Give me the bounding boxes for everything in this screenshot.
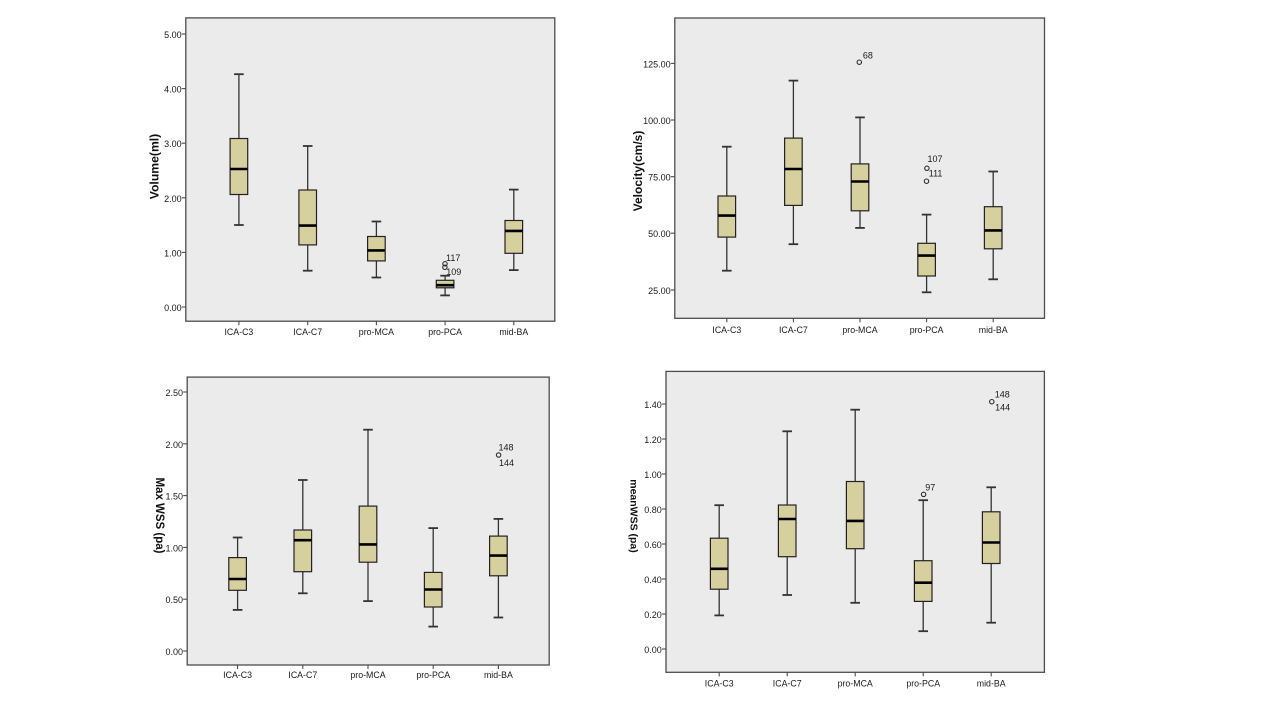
svg-text:107: 107 — [927, 154, 942, 164]
svg-text:2.00: 2.00 — [164, 194, 182, 204]
svg-text:pro-MCA: pro-MCA — [359, 327, 394, 337]
svg-text:Velocity(cm/s): Velocity(cm/s) — [631, 131, 645, 212]
svg-text:mid-BA: mid-BA — [499, 327, 528, 337]
svg-text:0.40: 0.40 — [644, 575, 662, 585]
svg-text:1.50: 1.50 — [165, 492, 183, 502]
svg-text:100.00: 100.00 — [643, 116, 671, 126]
svg-text:2.00: 2.00 — [165, 440, 183, 450]
svg-text:mid-BA: mid-BA — [977, 678, 1006, 688]
svg-text:0.50: 0.50 — [165, 595, 183, 605]
svg-text:144: 144 — [995, 403, 1010, 413]
svg-text:ICA-C3: ICA-C3 — [224, 327, 253, 337]
svg-text:3.00: 3.00 — [164, 139, 182, 149]
svg-text:pro-PCA: pro-PCA — [910, 325, 944, 335]
svg-text:pro-MCA: pro-MCA — [350, 670, 385, 680]
svg-text:75.00: 75.00 — [648, 173, 671, 183]
svg-text:68: 68 — [863, 50, 873, 60]
svg-text:50.00: 50.00 — [648, 229, 671, 239]
svg-text:97: 97 — [925, 483, 935, 493]
svg-text:5.00: 5.00 — [164, 30, 182, 40]
svg-text:1.00: 1.00 — [644, 470, 662, 480]
svg-text:0.60: 0.60 — [644, 540, 662, 550]
svg-text:ICA-C7: ICA-C7 — [288, 670, 317, 680]
svg-text:ICA-C3: ICA-C3 — [712, 325, 741, 335]
svg-text:4.00: 4.00 — [164, 85, 182, 95]
svg-text:pro-PCA: pro-PCA — [416, 670, 450, 680]
svg-text:0.00: 0.00 — [644, 645, 662, 655]
svg-text:mid-BA: mid-BA — [484, 670, 513, 680]
svg-text:109: 109 — [446, 267, 461, 277]
svg-text:0.20: 0.20 — [644, 610, 662, 620]
svg-text:Max WSS (pa): Max WSS (pa) — [153, 477, 165, 553]
svg-text:pro-PCA: pro-PCA — [906, 678, 940, 688]
svg-text:0.00: 0.00 — [164, 303, 182, 313]
svg-text:148: 148 — [995, 390, 1010, 400]
svg-text:125.00: 125.00 — [643, 59, 671, 69]
svg-text:pro-MCA: pro-MCA — [838, 678, 873, 688]
svg-text:meanWSS (pa): meanWSS (pa) — [628, 479, 640, 553]
svg-text:1.40: 1.40 — [644, 400, 662, 410]
svg-text:111: 111 — [929, 169, 943, 179]
svg-text:pro-MCA: pro-MCA — [842, 325, 877, 335]
svg-text:mid-BA: mid-BA — [979, 325, 1008, 335]
svg-text:Volume(ml): Volume(ml) — [148, 134, 162, 199]
svg-text:148: 148 — [498, 442, 513, 452]
svg-text:pro-PCA: pro-PCA — [428, 327, 462, 337]
svg-text:25.00: 25.00 — [648, 286, 671, 296]
svg-text:ICA-C7: ICA-C7 — [779, 325, 808, 335]
svg-text:0.80: 0.80 — [644, 505, 662, 515]
svg-text:1.00: 1.00 — [165, 543, 183, 553]
svg-text:1.20: 1.20 — [644, 435, 662, 445]
svg-text:ICA-C7: ICA-C7 — [773, 678, 802, 688]
svg-text:1.00: 1.00 — [164, 248, 182, 258]
svg-text:144: 144 — [499, 458, 514, 468]
svg-text:0.00: 0.00 — [165, 647, 183, 657]
svg-text:ICA-C3: ICA-C3 — [223, 670, 252, 680]
svg-text:ICA-C7: ICA-C7 — [293, 327, 322, 337]
svg-text:ICA-C3: ICA-C3 — [705, 678, 734, 688]
svg-text:117: 117 — [446, 253, 460, 263]
svg-text:2.50: 2.50 — [165, 388, 183, 398]
